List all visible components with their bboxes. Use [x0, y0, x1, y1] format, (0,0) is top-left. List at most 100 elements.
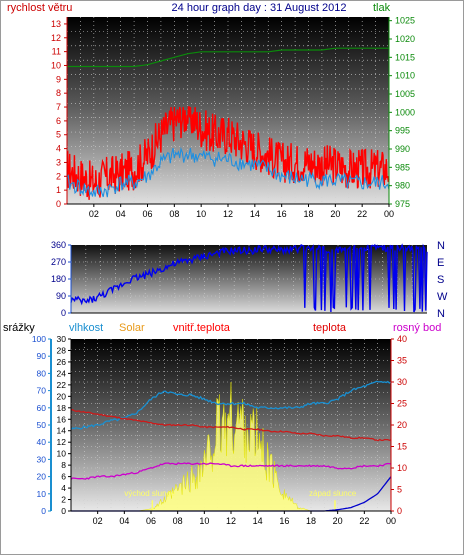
srazky-tick-label: 20	[37, 472, 47, 482]
indoor-temperature-line	[70, 409, 392, 442]
right-tick-label: 25	[397, 399, 407, 409]
panel2-plot-area	[71, 245, 427, 313]
x-tick-label: 22	[359, 516, 369, 526]
wind-direction-line	[70, 243, 428, 313]
left-tick-label: 0	[61, 308, 66, 318]
right-tick-label: 10	[397, 463, 407, 473]
legend-entry: srážky	[3, 322, 35, 334]
left-tick-label: 4	[56, 144, 61, 154]
compass-label: W	[437, 291, 448, 303]
x-tick-label: 16	[279, 516, 289, 526]
srazky-tick-label: 100	[32, 334, 46, 344]
right-tick-label: 15	[397, 442, 407, 452]
x-tick-label: 18	[306, 516, 316, 526]
x-tick-label: 08	[173, 516, 183, 526]
vlhkost-tick-label: 20	[57, 391, 67, 401]
vlhkost-tick-label: 0	[61, 506, 66, 516]
srazky-tick-label: 50	[37, 420, 47, 430]
wind-gust-line	[66, 106, 390, 200]
vlhkost-tick-label: 22	[57, 380, 67, 390]
srazky-tick-label: 0	[41, 506, 46, 516]
sunset-label: západ slunce	[309, 489, 357, 498]
left-tick-label: 1	[56, 185, 61, 195]
left-tick-label: 3	[56, 157, 61, 167]
left-tick-label: 2	[56, 171, 61, 181]
vlhkost-tick-label: 18	[57, 403, 67, 413]
humidity-line	[70, 380, 392, 430]
srazky-tick-label: 30	[37, 454, 47, 464]
x-tick-label: 06	[142, 209, 152, 219]
left-tick-label: 5	[56, 130, 61, 140]
wind-average-line	[66, 146, 390, 198]
right-tick-label: 30	[397, 377, 407, 387]
left-tick-label: 360	[51, 240, 66, 250]
panel1-axes: 0123456789101112139759809859909951000100…	[51, 16, 415, 219]
x-tick-label: 20	[333, 516, 343, 526]
legend-entry: Solar	[119, 322, 145, 334]
legend-entry: vnitř.teplota	[173, 322, 231, 334]
left-tick-label: 12	[51, 33, 61, 43]
x-tick-label: 10	[196, 209, 206, 219]
x-tick-label: 04	[116, 209, 126, 219]
x-tick-label: 12	[226, 516, 236, 526]
left-tick-label: 180	[51, 274, 66, 284]
vlhkost-tick-label: 12	[57, 437, 67, 447]
x-tick-label: 02	[89, 209, 99, 219]
x-tick-label: 06	[146, 516, 156, 526]
vlhkost-tick-label: 16	[57, 414, 67, 424]
vlhkost-tick-label: 24	[57, 368, 67, 378]
right-tick-label: 1010	[395, 71, 415, 81]
x-tick-label: 16	[277, 209, 287, 219]
right-tick-label: 990	[395, 144, 410, 154]
left-tick-label: 7	[56, 102, 61, 112]
right-tick-label: 1015	[395, 52, 415, 62]
x-tick-label: 00	[386, 516, 396, 526]
panel3-axes: 0102030405060708090100024681012141618202…	[32, 334, 407, 526]
panel3-legend: srážky vlhkost Solar vnitř.teplota teplota ro…	[3, 322, 441, 334]
dew-point-line	[70, 462, 392, 480]
right-tick-label: 1025	[395, 16, 415, 26]
left-tick-label: 6	[56, 116, 61, 126]
x-tick-label: 12	[223, 209, 233, 219]
srazky-tick-label: 40	[37, 437, 47, 447]
left-tick-label: 90	[56, 291, 66, 301]
right-tick-label: 985	[395, 162, 410, 172]
compass-label: S	[437, 274, 444, 286]
right-tick-label: 20	[397, 420, 407, 430]
right-tick-label: 1005	[395, 89, 415, 99]
vlhkost-tick-label: 26	[57, 357, 67, 367]
right-tick-label: 5	[397, 485, 402, 495]
panel2-series	[70, 243, 428, 313]
left-tick-label: 10	[51, 60, 61, 70]
srazky-tick-label: 60	[37, 403, 47, 413]
srazky-tick-label: 90	[37, 351, 47, 361]
right-tick-label: 1000	[395, 107, 415, 117]
right-tick-label: 40	[397, 334, 407, 344]
left-tick-label: 0	[56, 199, 61, 209]
sunrise-label: východ slunce	[124, 489, 175, 498]
vlhkost-tick-label: 6	[61, 472, 66, 482]
panel1-series	[66, 47, 390, 200]
x-tick-label: 22	[357, 209, 367, 219]
x-tick-label: 08	[169, 209, 179, 219]
right-tick-label: 975	[395, 199, 410, 209]
x-tick-label: 02	[93, 516, 103, 526]
vlhkost-tick-label: 10	[57, 449, 67, 459]
legend-entry: teplota	[313, 322, 347, 334]
left-tick-label: 270	[51, 257, 66, 267]
vlhkost-tick-label: 2	[61, 495, 66, 505]
vlhkost-tick-label: 28	[57, 345, 67, 355]
srazky-tick-label: 80	[37, 368, 47, 378]
right-tick-label: 35	[397, 356, 407, 366]
panel1-title: 24 hour graph day : 31 August 2012	[172, 2, 347, 14]
right-tick-label: 0	[397, 506, 402, 516]
panel1-left-axis-label: rychlost větru	[7, 2, 72, 14]
compass-label: N	[437, 240, 445, 252]
left-tick-label: 11	[52, 47, 61, 57]
left-tick-label: 13	[51, 19, 61, 29]
right-tick-label: 980	[395, 181, 410, 191]
vlhkost-tick-label: 14	[57, 426, 67, 436]
